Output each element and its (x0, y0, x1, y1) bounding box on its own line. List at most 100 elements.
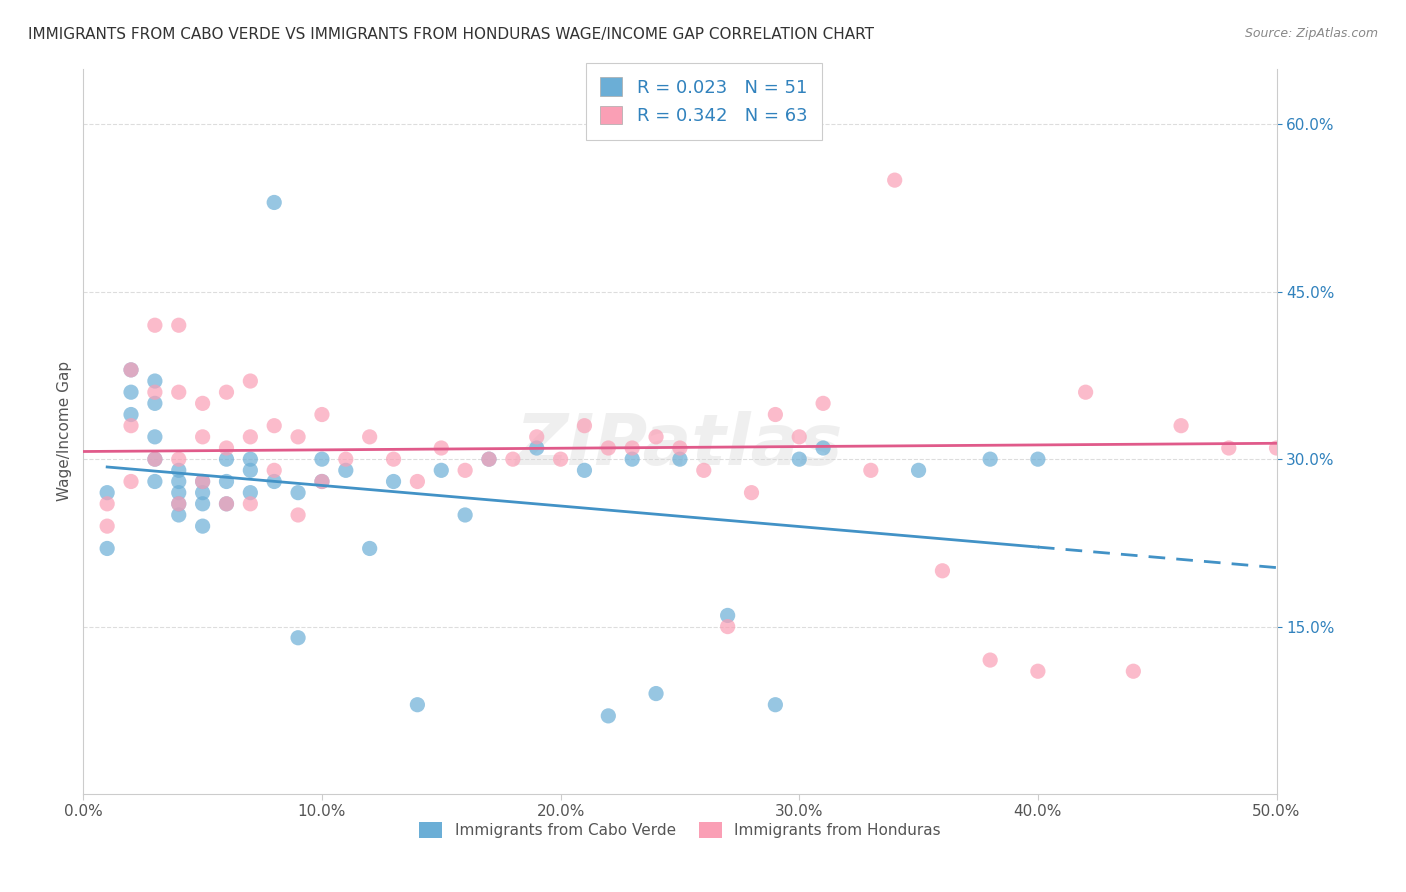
Point (787, 452, 810, 467)
Point (263, 418, 285, 433)
Point (191, 519, 214, 533)
Point (120, 385, 142, 400)
Point (598, 441, 620, 455)
Point (430, 463, 453, 477)
Point (859, 463, 882, 477)
Point (526, 441, 548, 455)
Point (526, 430, 548, 444)
Point (311, 475, 333, 489)
Point (191, 475, 214, 489)
Point (883, 173, 905, 187)
Point (96, 541, 118, 556)
Legend: Immigrants from Cabo Verde, Immigrants from Honduras: Immigrants from Cabo Verde, Immigrants f… (413, 816, 946, 845)
Point (311, 452, 333, 467)
Point (143, 452, 166, 467)
Point (406, 475, 429, 489)
Point (406, 698, 429, 712)
Point (239, 463, 262, 477)
Point (215, 441, 238, 455)
Point (787, 430, 810, 444)
Point (717, 608, 740, 623)
Y-axis label: Wage/Income Gap: Wage/Income Gap (58, 361, 72, 501)
Point (382, 475, 405, 489)
Point (96, 519, 118, 533)
Point (1026, 452, 1049, 467)
Point (167, 385, 190, 400)
Point (143, 374, 166, 388)
Point (215, 497, 238, 511)
Point (167, 452, 190, 467)
Point (191, 396, 214, 410)
Point (598, 709, 620, 723)
Point (1122, 665, 1144, 679)
Point (287, 631, 309, 645)
Point (96, 485, 118, 500)
Point (167, 485, 190, 500)
Point (167, 497, 190, 511)
Point (359, 430, 381, 444)
Point (574, 418, 596, 433)
Point (120, 363, 142, 377)
Point (621, 441, 644, 455)
Point (311, 408, 333, 422)
Point (382, 452, 405, 467)
Point (120, 418, 142, 433)
Point (669, 452, 692, 467)
Point (574, 463, 596, 477)
Point (191, 485, 214, 500)
Point (167, 508, 190, 522)
Point (763, 408, 786, 422)
Point (120, 363, 142, 377)
Point (143, 396, 166, 410)
Point (811, 396, 834, 410)
Point (741, 485, 763, 500)
Text: ZIPatlas: ZIPatlas (516, 411, 844, 480)
Point (478, 452, 501, 467)
Point (979, 452, 1001, 467)
Point (96, 497, 118, 511)
Point (263, 475, 285, 489)
Point (167, 497, 190, 511)
Point (191, 430, 214, 444)
Text: IMMIGRANTS FROM CABO VERDE VS IMMIGRANTS FROM HONDURAS WAGE/INCOME GAP CORRELATI: IMMIGRANTS FROM CABO VERDE VS IMMIGRANTS… (28, 27, 875, 42)
Point (215, 497, 238, 511)
Point (454, 508, 477, 522)
Point (143, 318, 166, 333)
Point (120, 475, 142, 489)
Point (287, 430, 309, 444)
Point (263, 463, 285, 477)
Point (717, 619, 740, 633)
Point (239, 497, 262, 511)
Point (215, 452, 238, 467)
Point (907, 463, 929, 477)
Point (359, 541, 381, 556)
Point (239, 452, 262, 467)
Point (287, 508, 309, 522)
Point (167, 318, 190, 333)
Point (763, 698, 786, 712)
Point (215, 385, 238, 400)
Point (502, 452, 524, 467)
Point (478, 452, 501, 467)
Point (669, 441, 692, 455)
Point (311, 475, 333, 489)
Point (263, 195, 285, 210)
Point (191, 497, 214, 511)
Point (191, 475, 214, 489)
Point (1361, 374, 1384, 388)
Point (167, 463, 190, 477)
Point (1265, 441, 1288, 455)
Point (1074, 385, 1097, 400)
Point (167, 475, 190, 489)
Point (430, 441, 453, 455)
Point (239, 430, 262, 444)
Point (621, 452, 644, 467)
Point (1218, 441, 1240, 455)
Point (811, 441, 834, 455)
Point (287, 485, 309, 500)
Point (931, 564, 953, 578)
Point (979, 653, 1001, 667)
Point (120, 408, 142, 422)
Point (143, 385, 166, 400)
Point (1026, 665, 1049, 679)
